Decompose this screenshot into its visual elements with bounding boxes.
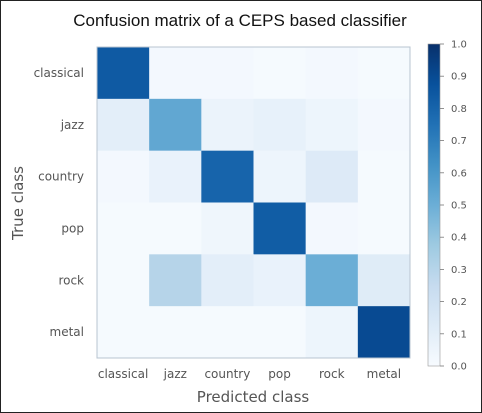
heatmap-cell-metal-jazz xyxy=(149,306,202,359)
heatmap-cell-pop-country xyxy=(201,202,254,255)
colorbar-tick-label: 0.6 xyxy=(451,168,467,179)
heatmap-cell-rock-classical xyxy=(97,254,150,307)
heatmap-cell-metal-classical xyxy=(97,306,150,359)
x-tick-label: pop xyxy=(268,367,291,381)
colorbar-tick-label: 0.9 xyxy=(451,72,467,83)
colorbar-tick-label: 0.3 xyxy=(451,265,467,276)
chart-title: Confusion matrix of a CEPS based classif… xyxy=(73,11,407,30)
colorbar xyxy=(427,43,441,367)
heatmap-cell-rock-pop xyxy=(253,254,306,307)
heatmap-cells xyxy=(97,47,411,359)
y-axis-label: True class xyxy=(9,166,27,241)
heatmap-cell-jazz-metal xyxy=(357,98,411,151)
colorbar-tick-label: 0.2 xyxy=(451,297,467,308)
heatmap-cell-country-metal xyxy=(357,150,411,203)
heatmap-cell-metal-rock xyxy=(305,306,359,359)
x-tick-label: rock xyxy=(319,367,345,381)
y-tick-label: rock xyxy=(58,273,84,287)
heatmap-cell-classical-jazz xyxy=(149,47,202,100)
y-tick-label: country xyxy=(38,170,84,184)
heatmap-cell-rock-metal xyxy=(357,254,411,307)
colorbar-tick-label: 0.7 xyxy=(451,136,467,147)
heatmap-cell-rock-rock xyxy=(305,254,359,307)
heatmap-cell-jazz-jazz xyxy=(149,98,202,151)
y-tick-label: pop xyxy=(61,221,84,235)
y-tick-labels: classical jazz country pop rock metal xyxy=(34,66,84,339)
heatmap-cell-pop-pop xyxy=(253,202,306,255)
plot-area-border xyxy=(96,46,411,359)
colorbar-tick-label: 0.1 xyxy=(451,329,467,340)
heatmap-cell-jazz-rock xyxy=(305,98,359,151)
x-tick-label: metal xyxy=(367,367,401,381)
heatmap-cell-rock-country xyxy=(201,254,254,307)
heatmap-cell-country-classical xyxy=(97,150,150,203)
x-tick-label: classical xyxy=(98,367,148,381)
heatmap-cell-country-rock xyxy=(305,150,359,203)
x-tick-label: country xyxy=(204,367,250,381)
heatmap-cell-metal-country xyxy=(201,306,254,359)
heatmap-cell-jazz-classical xyxy=(97,98,150,151)
heatmap-cell-pop-metal xyxy=(357,202,411,255)
y-tick-label: metal xyxy=(50,325,84,339)
colorbar-ticks: 0.0 0.1 0.2 0.3 0.4 0.5 0.6 0.7 0.8 0.9 1.0 xyxy=(440,40,467,373)
heatmap-cell-rock-jazz xyxy=(149,254,202,307)
colorbar-tick-label: 0.0 xyxy=(451,362,467,373)
heatmap-cell-classical-metal xyxy=(357,47,411,100)
heatmap-cell-jazz-pop xyxy=(253,98,306,151)
heatmap-cell-pop-jazz xyxy=(149,202,202,255)
heatmap-cell-country-pop xyxy=(253,150,306,203)
colorbar-tick-label: 0.5 xyxy=(451,201,467,212)
heatmap-cell-pop-classical xyxy=(97,202,150,255)
x-axis-label: Predicted class xyxy=(197,388,310,406)
heatmap-cell-jazz-country xyxy=(201,98,254,151)
heatmap-cell-pop-rock xyxy=(305,202,359,255)
heatmap-cell-classical-rock xyxy=(305,47,359,100)
heatmap-cell-classical-classical xyxy=(97,47,150,100)
heatmap-cell-country-country xyxy=(201,150,254,203)
x-tick-labels: classical jazz country pop rock metal xyxy=(98,367,401,381)
heatmap-cell-metal-pop xyxy=(253,306,306,359)
colorbar-tick-label: 0.8 xyxy=(451,104,467,115)
heatmap-cell-metal-metal xyxy=(357,306,411,359)
x-tick-label: jazz xyxy=(163,367,187,381)
heatmap-cell-country-jazz xyxy=(149,150,202,203)
y-tick-label: classical xyxy=(34,66,84,80)
colorbar-tick-label: 0.4 xyxy=(451,233,467,244)
colorbar-tick-label: 1.0 xyxy=(451,40,467,51)
y-tick-label: jazz xyxy=(60,118,84,132)
heatmap-cell-classical-pop xyxy=(253,47,306,100)
heatmap-cell-classical-country xyxy=(201,47,254,100)
